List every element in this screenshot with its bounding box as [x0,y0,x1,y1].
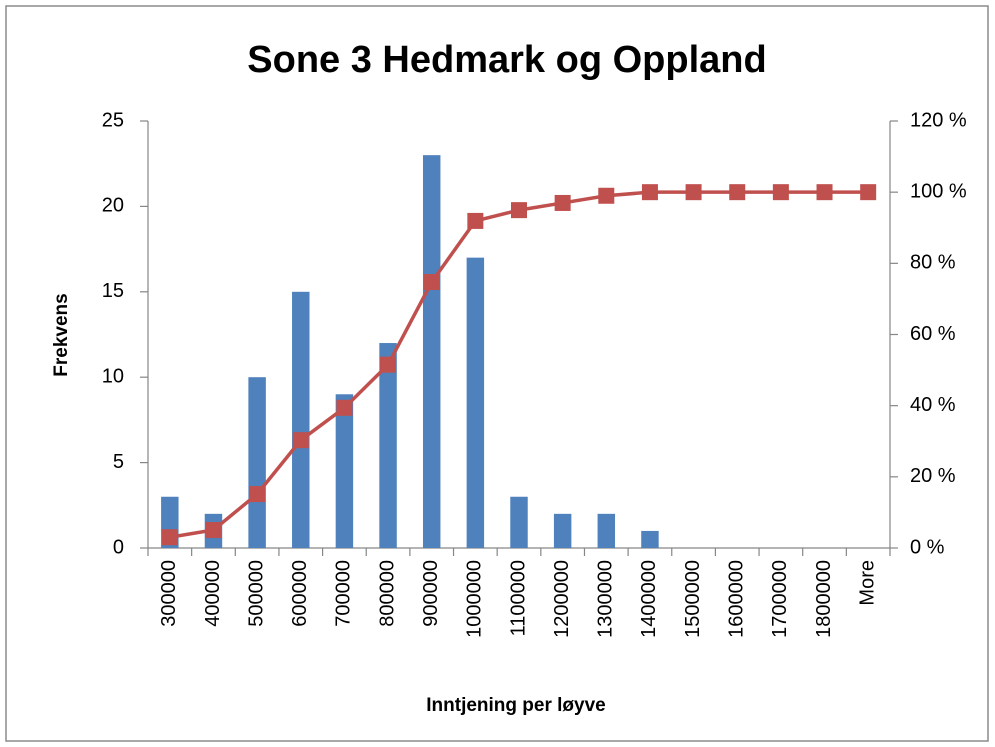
y-tick-label: 10 [102,365,124,387]
x-tick-label: 600000 [289,560,311,627]
line-marker [685,184,702,201]
x-axis-title: Inntjening per løyve [426,695,605,716]
chart-title: Sone 3 Hedmark og Oppland [247,39,766,81]
y-tick-label: 20 [102,195,124,217]
chart-frame [5,5,989,742]
bar [466,257,485,548]
x-tick-label: 1100000 [507,560,529,636]
x-tick-label: More [856,560,878,606]
x-tick-label: 1400000 [638,560,660,638]
x-tick-label: 1700000 [769,560,791,638]
y-tick-label: 25 [102,109,124,131]
bar [422,155,441,548]
line-marker [511,202,527,219]
x-tick-label: 1800000 [813,560,835,638]
line-marker [641,184,658,201]
y-tick-label: 0 [113,536,124,558]
x-tick-label: 1300000 [595,560,617,638]
line-marker [467,212,484,229]
bar [379,343,397,548]
line-marker [554,194,571,211]
bar [248,377,266,548]
x-tick-label: 1000000 [464,560,486,638]
x-tick-label: 700000 [333,560,355,627]
bar [335,394,354,548]
x-tick-label: 400000 [202,560,224,627]
x-tick-label: 500000 [245,560,267,627]
bar [641,530,659,548]
line-marker [380,356,397,373]
bar [292,291,310,548]
line-marker [205,522,222,539]
line-marker [249,486,266,503]
y2-tick-label: 40 % [910,394,956,416]
y2-tick-label: 100 % [910,180,967,202]
x-tick-label: 1600000 [726,560,748,638]
bar [597,513,616,548]
bar [553,513,572,548]
y2-tick-label: 120 % [910,109,967,131]
y-tick-label: 5 [113,451,124,473]
x-tick-label: 1200000 [551,560,573,638]
line-marker [860,184,877,201]
x-tick-label: 300000 [158,560,180,627]
y2-tick-label: 60 % [910,323,956,345]
line-marker [161,529,178,546]
y-axis-title: Frekvens [51,293,72,376]
y2-tick-label: 0 % [910,536,945,558]
line-marker [292,432,309,449]
line-marker [729,184,746,201]
line-marker [336,399,353,416]
x-tick-label: 1500000 [682,560,704,638]
y2-tick-label: 20 % [910,465,956,487]
line-marker [816,184,833,201]
line-marker [598,187,615,204]
y2-tick-label: 80 % [910,252,956,274]
x-tick-label: 900000 [420,560,442,627]
y-tick-label: 15 [102,280,124,302]
bar [510,496,528,548]
x-tick-label: 800000 [376,560,398,627]
line-marker [772,184,789,201]
line-marker [423,274,440,291]
